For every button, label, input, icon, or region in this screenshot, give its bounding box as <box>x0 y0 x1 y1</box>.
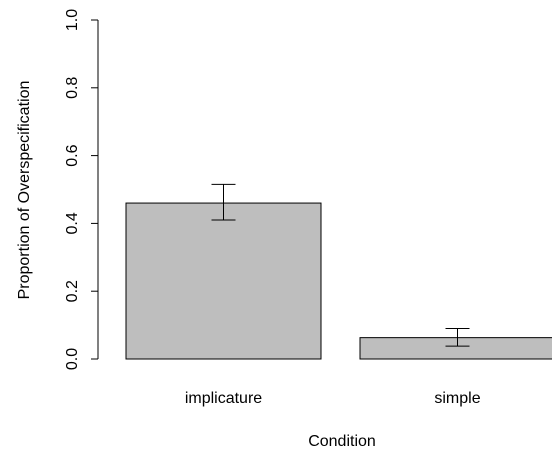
y-tick-label: 1.0 <box>64 9 81 31</box>
error-bars <box>211 183 470 347</box>
y-tick-label: 0.4 <box>64 212 81 234</box>
y-tick-label: 0.8 <box>64 77 81 99</box>
x-tick-labels: implicature simple <box>185 390 481 407</box>
error-bar-simple <box>445 327 470 347</box>
error-bar-implicature <box>211 183 236 221</box>
y-axis-title: Proportion of Overspecification <box>16 81 33 300</box>
bar-simple <box>359 337 552 360</box>
x-axis-title: Condition <box>308 433 376 450</box>
x-tick-label-implicature: implicature <box>185 390 262 407</box>
y-tick-label: 0.2 <box>64 280 81 302</box>
x-tick-label-simple: simple <box>434 390 480 407</box>
y-axis: 0.0 0.2 0.4 0.6 0.8 1.0 <box>64 9 99 370</box>
bars <box>125 202 552 360</box>
y-tick-label: 0.0 <box>64 348 81 370</box>
bar-implicature <box>125 202 322 360</box>
y-tick-label: 0.6 <box>64 144 81 166</box>
